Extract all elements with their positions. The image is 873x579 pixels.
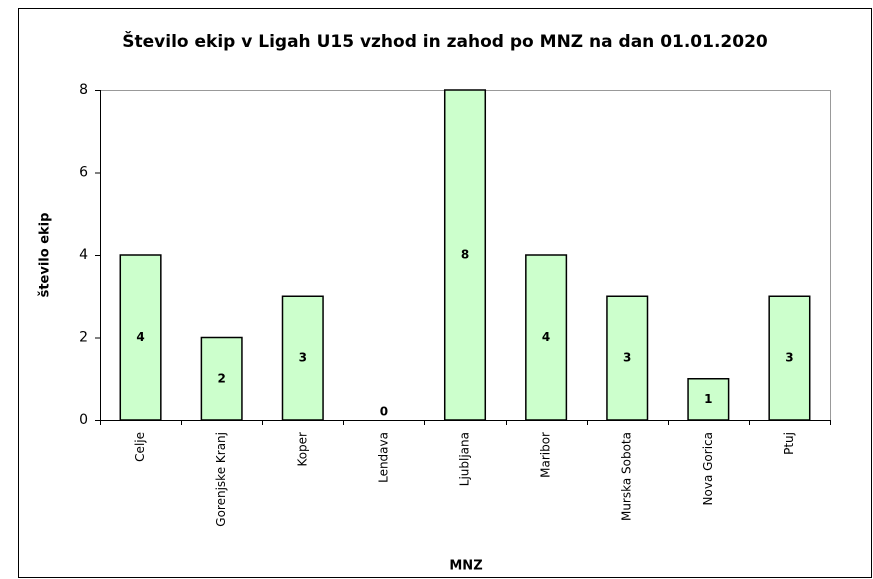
data-label: 3 [623,351,631,365]
bar [687,378,730,421]
y-axis-title: število ekip [38,213,53,298]
y-tick-label: 0 [79,412,88,428]
bar [606,295,649,421]
bar [281,295,324,421]
data-label: 1 [704,392,712,406]
y-tick-label: 2 [79,330,88,346]
data-label: 4 [136,330,144,344]
data-label: 3 [299,351,307,365]
data-label: 8 [461,248,469,262]
x-tick-label: Gorenjske Kranj [214,432,228,527]
x-tick-label: Celje [133,432,147,462]
y-tick-label: 6 [79,165,88,181]
y-tick-label: 8 [79,82,88,98]
x-tick-label: Lendava [376,432,390,483]
data-label: 0 [380,405,388,419]
bar [768,295,811,421]
x-tick-label: Maribor [539,432,553,478]
x-axis-title: MNZ [449,559,482,574]
data-label: 2 [217,371,225,385]
x-tick-label: Koper [295,432,309,467]
bar [525,254,568,421]
x-tick-label: Nova Gorica [701,432,715,505]
x-tick-label: Ptuj [782,432,796,455]
y-tick-label: 4 [79,247,88,263]
bar [443,89,487,421]
data-label: 4 [542,330,550,344]
chart-title: Število ekip v Ligah U15 vzhod in zahod … [122,30,768,52]
data-label: 3 [785,351,793,365]
bar [119,254,162,421]
bar [200,336,243,421]
x-tick-label: Murska Sobota [620,432,634,521]
x-tick-label: Ljubljana [458,432,472,486]
